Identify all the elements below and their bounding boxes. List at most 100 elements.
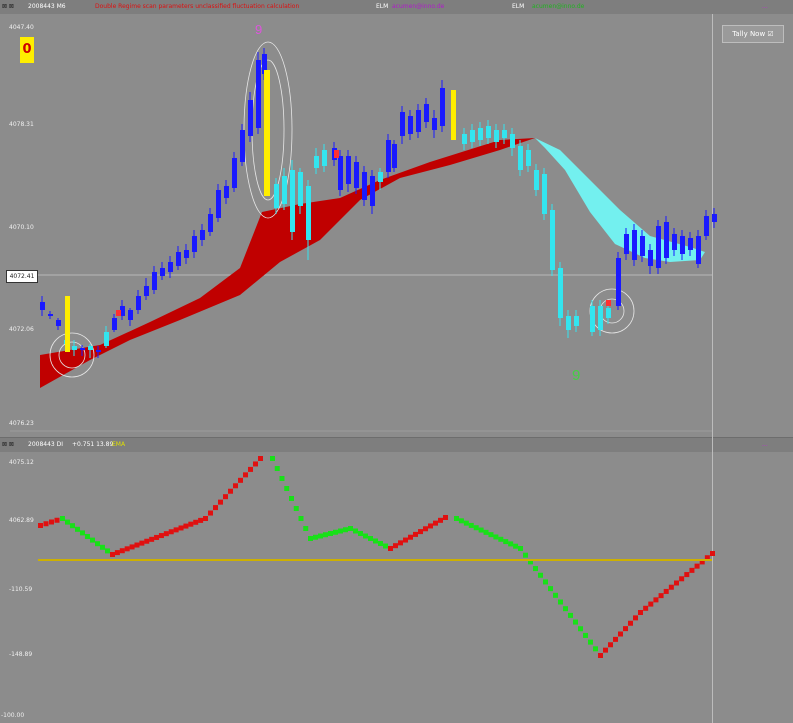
bottom-panel-right-tag: ...: [762, 441, 768, 448]
candle: [478, 122, 483, 146]
osc-dot: [168, 529, 174, 535]
candle-body: [314, 156, 319, 168]
osc-dot: [298, 516, 304, 521]
window-control-icons[interactable]: ⊠ ⊠: [2, 3, 14, 10]
candle: [96, 346, 101, 358]
candle: [550, 204, 555, 276]
candle: [462, 128, 467, 150]
osc-dot: [563, 606, 568, 612]
candle-body: [648, 250, 653, 266]
osc-dot: [498, 536, 504, 542]
osc-dot: [613, 636, 618, 642]
candle-body: [192, 236, 197, 252]
candle: [120, 300, 125, 320]
candle-body: [200, 230, 205, 240]
candle: [240, 124, 245, 166]
top-panel-indicator-text: Double Regime scan parameters unclassifi…: [95, 3, 300, 10]
osc-dot: [270, 456, 275, 461]
osc-dot: [689, 567, 695, 573]
osc-dot: [598, 653, 603, 658]
osc-dot: [628, 620, 633, 626]
candle-body: [216, 190, 221, 218]
candle-body: [224, 186, 229, 198]
osc-dot: [188, 521, 194, 527]
osc-dot: [323, 532, 328, 538]
osc-dot: [223, 494, 228, 500]
candle: [688, 232, 693, 256]
candle: [574, 310, 579, 332]
osc-dot: [343, 527, 348, 533]
osc-tick: -148.89: [9, 651, 33, 658]
candle: [216, 184, 221, 222]
osc-dot: [543, 579, 548, 585]
osc-dot: [668, 584, 674, 590]
candle: [362, 166, 367, 206]
price-axis-divider: [712, 14, 713, 723]
candle-body: [322, 150, 327, 166]
candle: [346, 150, 351, 192]
osc-dot: [528, 559, 533, 565]
candle-body: [392, 144, 397, 168]
top-panel-id: 2008443 M6: [28, 3, 66, 10]
osc-dot: [114, 550, 120, 556]
candle: [192, 230, 197, 258]
candle: [338, 150, 343, 196]
osc-dot: [303, 526, 309, 531]
osc-dot: [704, 555, 710, 561]
osc-dot: [363, 533, 368, 539]
osc-dot: [208, 510, 213, 516]
bottom-panel-id: 2008443 DI: [28, 441, 64, 448]
candle: [526, 144, 531, 172]
osc-dot: [483, 529, 489, 535]
osc-dot: [353, 528, 358, 534]
candle-body: [354, 162, 359, 188]
osc-dot: [388, 546, 393, 551]
candle-body: [386, 140, 391, 172]
osc-dot: [253, 461, 258, 467]
reversal-candle: [606, 300, 611, 306]
osc-dot: [398, 540, 403, 546]
candle-body: [40, 302, 45, 310]
candle: [314, 148, 319, 174]
osc-dot: [383, 543, 388, 549]
osc-dot: [679, 576, 685, 582]
yellow-highlight-bars: [65, 70, 456, 352]
osc-dot: [523, 552, 528, 558]
bottom-window-control-icons[interactable]: ⊠ ⊠: [2, 441, 14, 448]
osc-dot: [233, 483, 238, 489]
osc-dot: [308, 536, 313, 541]
osc-dot: [348, 526, 353, 531]
price-tick: 4076.23: [9, 420, 34, 427]
tally-now-button[interactable]: Tally Now ☑: [722, 25, 784, 43]
osc-dot: [279, 476, 285, 481]
osc-dot: [643, 605, 649, 611]
candle-body: [486, 126, 491, 138]
candle: [534, 164, 539, 196]
candle-body: [96, 350, 101, 352]
candle: [248, 92, 253, 142]
osc-dot: [508, 541, 514, 547]
candle-body: [494, 130, 499, 142]
osc-dot: [378, 541, 383, 546]
candle-body: [566, 316, 571, 330]
osc-dot: [218, 499, 223, 505]
candle-body: [424, 104, 429, 122]
candle-body: [88, 346, 93, 350]
count-label-bottom: 9: [572, 367, 580, 384]
candle-body: [176, 252, 181, 266]
signal-circle: [49, 332, 95, 378]
candle: [712, 208, 717, 228]
osc-dot: [478, 527, 484, 533]
candle-body: [298, 172, 303, 206]
candle: [128, 308, 133, 326]
candle-body: [370, 176, 375, 206]
candle: [704, 210, 709, 240]
osc-dot: [49, 519, 54, 525]
cloud-band: [40, 138, 705, 388]
osc-dot: [333, 529, 338, 535]
candle: [386, 134, 391, 178]
candle-body: [696, 236, 701, 264]
osc-dot: [134, 542, 140, 548]
candle-body: [478, 128, 483, 140]
osc-dot: [248, 466, 253, 472]
